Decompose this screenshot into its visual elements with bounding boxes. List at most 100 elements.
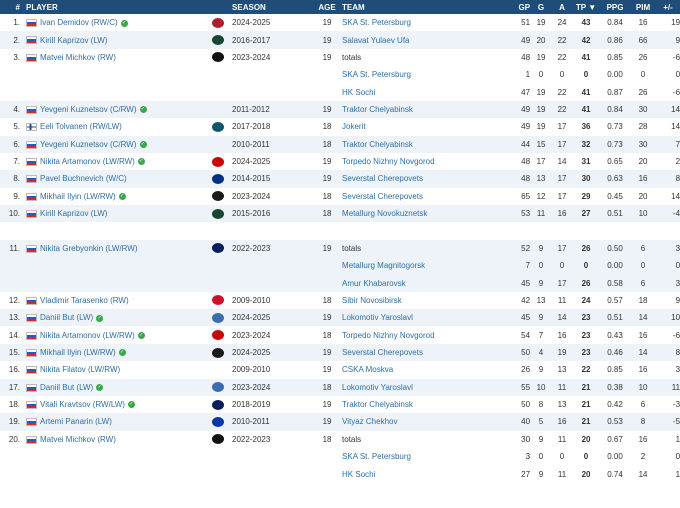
player-link[interactable]: Mikhail Ilyin (LW/RW) — [40, 348, 116, 357]
header-gp[interactable]: GP — [518, 2, 531, 12]
ppg-cell: 0.63 — [607, 174, 623, 184]
a-cell: 11 — [557, 295, 567, 305]
team-cell[interactable]: Metallurg Magnitogorsk — [342, 261, 426, 271]
header-g[interactable]: G — [537, 2, 545, 12]
player-link[interactable]: Daniil But (LW) — [40, 382, 94, 392]
player-cell[interactable]: Mikhail Ilyin (LW/RW) ✓ — [40, 188, 212, 205]
team-cell[interactable]: Traktor Chelyabinsk — [342, 139, 413, 149]
player-cell[interactable]: Kirill Kaprizov (LW) — [40, 31, 212, 48]
gp-cell — [500, 222, 530, 239]
team-logo-icon — [212, 416, 224, 427]
gp-cell: 3 — [525, 452, 531, 462]
player-link[interactable]: Ivan Demidov (RW/C) — [40, 18, 118, 28]
a-cell: 22 — [557, 104, 567, 114]
player-cell[interactable]: Matvei Michkov (RW) — [40, 49, 212, 66]
team-cell[interactable]: SKA St. Petersburg — [342, 18, 411, 28]
plus-minus-cell: -4 — [672, 209, 680, 219]
player-cell[interactable]: Matvei Michkov (RW) — [40, 431, 212, 448]
header-pim[interactable]: PIM — [635, 2, 651, 12]
team-cell[interactable]: Severstal Cherepovets — [342, 191, 423, 201]
player-link[interactable]: Pavel Buchnevich (W/C) — [40, 174, 127, 184]
team-cell[interactable]: Salavat Yulaev Ufa — [342, 35, 410, 45]
header-rank[interactable]: # — [15, 2, 20, 12]
player-link[interactable]: Daniil But (LW) — [40, 313, 94, 323]
player-link[interactable]: Artemi Panarin (LW) — [40, 417, 112, 427]
header-season[interactable]: SEASON — [232, 2, 266, 12]
player-link[interactable]: Matvei Michkov (RW) — [40, 434, 116, 444]
player-cell[interactable]: Nikita Grebyonkin (LW/RW) — [40, 240, 212, 257]
header-a[interactable]: A — [559, 2, 565, 12]
team-cell[interactable]: Severstal Cherepovets — [342, 348, 423, 357]
player-cell[interactable]: Mikhail Ilyin (LW/RW) ✓ — [40, 344, 212, 361]
player-cell[interactable]: Ivan Demidov (RW/C) ✓ — [40, 14, 212, 31]
player-cell[interactable]: Yevgeni Kuznetsov (C/RW) ✓ — [40, 101, 212, 118]
header-tp[interactable]: TP ▼ — [575, 2, 597, 12]
team-cell[interactable]: Lokomotiv Yaroslavl — [342, 382, 413, 392]
player-link[interactable]: Nikita Artamonov (LW/RW) — [40, 330, 135, 340]
player-link[interactable]: Mikhail Ilyin (LW/RW) — [40, 191, 116, 201]
header-age[interactable]: AGE — [318, 2, 336, 12]
team-cell[interactable]: Sibir Novosibirsk — [342, 295, 402, 305]
player-link[interactable]: Nikita Grebyonkin (LW/RW) — [40, 243, 138, 253]
header-plus-minus[interactable]: +/- — [663, 2, 673, 12]
player-cell[interactable]: Kirill Kaprizov (LW) — [40, 205, 212, 222]
team-cell[interactable]: Vityaz Chekhov — [342, 417, 398, 427]
ppg-cell: 0.00 — [607, 452, 623, 462]
player-link[interactable]: Yevgeni Kuznetsov (C/RW) — [40, 104, 137, 114]
team-cell[interactable]: Lokomotiv Yaroslavl — [342, 313, 413, 323]
team-cell[interactable]: Torpedo Nizhny Novgorod — [342, 157, 435, 167]
a-cell: 11 — [557, 469, 567, 479]
table-row: HK Sochi 47 19 22 41 0.87 26 -6 — [0, 83, 680, 100]
pim-cell: 18 — [638, 295, 648, 305]
team-cell[interactable]: Jokerit — [342, 122, 366, 132]
sort-down-icon[interactable]: ▼ — [588, 2, 597, 12]
g-cell: 17 — [536, 157, 546, 167]
player-cell[interactable]: Vitali Kravtsov (RW/LW) ✓ — [40, 396, 212, 413]
age-cell: 18 — [322, 122, 332, 132]
ppg-cell: 0.84 — [607, 18, 623, 28]
player-link[interactable]: Nikita Filatov (LW/RW) — [40, 365, 121, 375]
team-cell[interactable]: Traktor Chelyabinsk — [342, 104, 413, 114]
player-link[interactable]: Vitali Kravtsov (RW/LW) — [40, 400, 125, 410]
player-cell — [40, 222, 212, 239]
team-cell[interactable]: Severstal Cherepovets — [342, 174, 423, 184]
player-link[interactable]: Kirill Kaprizov (LW) — [40, 35, 108, 45]
player-cell[interactable]: Daniil But (LW) ✓ — [40, 379, 212, 396]
header-player[interactable]: PLAYER — [26, 2, 58, 12]
ppg-cell: 0.46 — [607, 348, 623, 357]
team-cell[interactable]: Torpedo Nizhny Novgorod — [342, 330, 435, 340]
rank-cell: 15. — [8, 348, 20, 357]
flag-cell — [26, 136, 40, 153]
team-cell[interactable]: Traktor Chelyabinsk — [342, 400, 413, 410]
player-cell[interactable]: Artemi Panarin (LW) — [40, 413, 212, 430]
pim-cell: 26 — [638, 52, 648, 62]
team-cell[interactable]: HK Sochi — [342, 87, 376, 97]
player-link[interactable]: Kirill Kaprizov (LW) — [40, 209, 108, 219]
table-row: 6. Yevgeni Kuznetsov (C/RW) ✓ 2010-2011 18 Tr… — [0, 135, 680, 153]
player-cell[interactable]: Nikita Artamonov (LW/RW) ✓ — [40, 153, 212, 170]
team-cell[interactable]: SKA St. Petersburg — [342, 70, 411, 80]
gp-cell: 55 — [521, 382, 531, 392]
player-link[interactable]: Nikita Artamonov (LW/RW) — [40, 157, 135, 167]
player-link[interactable]: Vladimir Tarasenko (RW) — [40, 295, 129, 305]
player-link[interactable]: Eeli Tolvanen (RW/LW) — [40, 122, 122, 132]
player-cell[interactable]: Vladimir Tarasenko (RW) — [40, 292, 212, 309]
player-cell[interactable]: Eeli Tolvanen (RW/LW) — [40, 118, 212, 135]
team-cell[interactable]: HK Sochi — [342, 469, 376, 479]
plus-minus-cell: 10 — [671, 313, 680, 323]
player-link[interactable]: Yevgeni Kuznetsov (C/RW) — [40, 139, 137, 149]
team-cell[interactable]: Amur Khabarovsk — [342, 278, 406, 288]
team-cell[interactable]: CSKA Moskva — [342, 365, 394, 375]
header-team[interactable]: TEAM — [342, 2, 365, 12]
player-cell[interactable]: Daniil But (LW) ✓ — [40, 309, 212, 326]
player-cell[interactable]: Yevgeni Kuznetsov (C/RW) ✓ — [40, 136, 212, 153]
player-cell[interactable]: Nikita Filatov (LW/RW) — [40, 361, 212, 378]
player-cell[interactable]: Pavel Buchnevich (W/C) — [40, 170, 212, 187]
pim-cell: 16 — [638, 330, 648, 340]
header-ppg[interactable]: PPG — [606, 2, 624, 12]
team-cell[interactable]: SKA St. Petersburg — [342, 452, 411, 462]
a-cell — [552, 222, 572, 239]
player-cell[interactable]: Nikita Artamonov (LW/RW) ✓ — [40, 326, 212, 343]
team-cell[interactable]: Metallurg Novokuznetsk — [342, 209, 428, 219]
player-link[interactable]: Matvei Michkov (RW) — [40, 52, 116, 62]
